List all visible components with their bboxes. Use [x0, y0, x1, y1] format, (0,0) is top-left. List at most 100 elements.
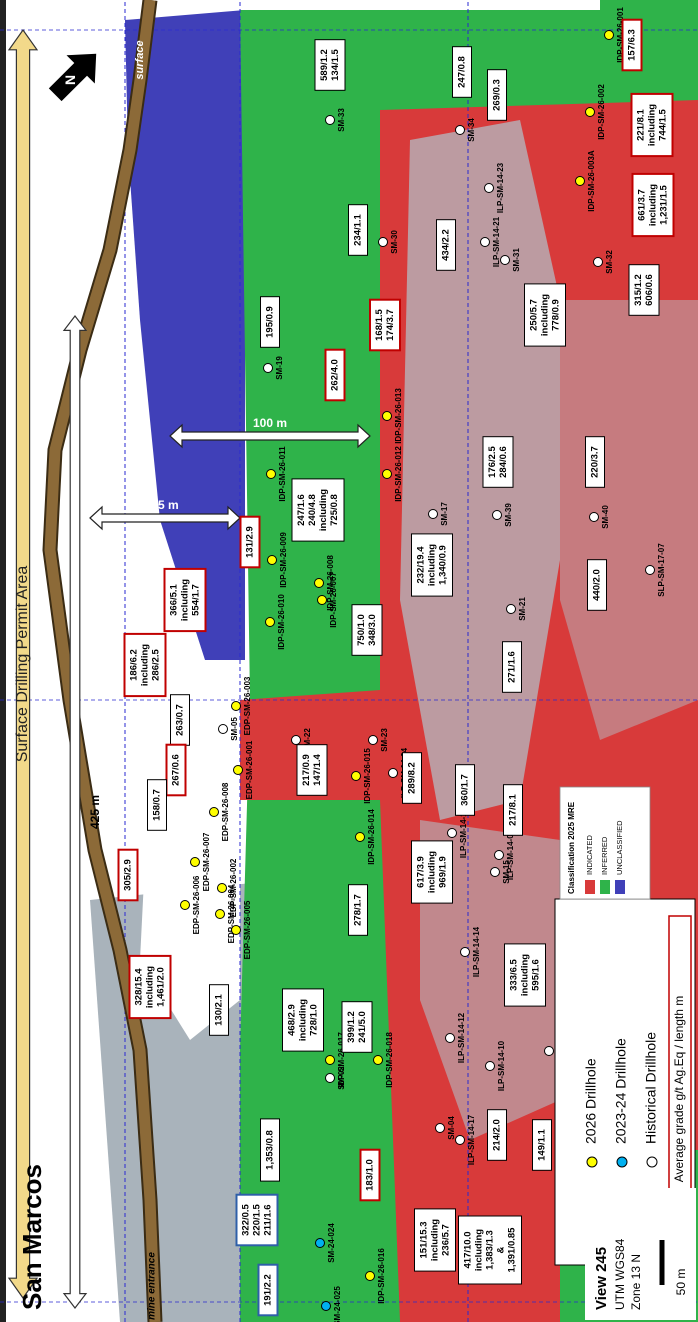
- grade-text: including: [427, 851, 438, 893]
- grade-box: [487, 69, 507, 121]
- drillhole: [455, 125, 465, 135]
- grade-box: [411, 533, 453, 597]
- drillhole: [209, 807, 219, 817]
- grade-text: 440/2.0: [592, 569, 603, 601]
- drillhole: [267, 555, 277, 565]
- drillhole: [494, 850, 504, 860]
- grade-text: 174/3.7: [385, 309, 396, 341]
- grade-text: 131/2.9: [245, 526, 256, 558]
- grade-text: 236/5.7: [441, 1224, 452, 1256]
- grade-text: 269/0.3: [492, 79, 503, 111]
- classification-label: INFERRED: [600, 836, 609, 875]
- scale-label: 50 m: [674, 1269, 688, 1296]
- drillhole-label: ILP-SM-14-03: [506, 829, 515, 880]
- drillhole: [484, 183, 494, 193]
- dimension-label: 100 m: [253, 416, 287, 430]
- grade-text: 247/0.8: [457, 56, 468, 88]
- grade-text: 328/15.4: [134, 968, 145, 1006]
- grade-text: 360/1.7: [460, 774, 471, 806]
- grade-text: 305/2.9: [123, 859, 134, 891]
- grade-text: including: [540, 294, 551, 336]
- grade-text: 217/0.9: [301, 754, 312, 786]
- grade-text: 176/2.5: [487, 445, 498, 477]
- drillhole-label: EDP-SM-26-008: [221, 782, 230, 841]
- grade-text: 267/0.6: [171, 754, 182, 786]
- map-title: San Marcos: [17, 1164, 47, 1310]
- drillhole-label: EDP-SM-26-006: [192, 875, 201, 934]
- grade-text: 399/1.2: [346, 1011, 357, 1043]
- drillhole-label: EDP-SM-26-005: [243, 900, 252, 959]
- grade-box: [260, 1118, 280, 1182]
- drillhole-label: IDP-SM-26-009: [279, 532, 288, 588]
- drillhole: [317, 595, 327, 605]
- drillhole-label: SM-24-024: [327, 1223, 336, 1263]
- drillhole: [231, 925, 241, 935]
- grade-text: 1,340/0.9: [438, 545, 449, 585]
- grade-box: [524, 283, 566, 347]
- grade-text: 606/0.6: [644, 274, 655, 306]
- drillhole-label: ILP-SM-14-17: [467, 1114, 476, 1165]
- grade-box: [436, 219, 456, 271]
- grade-box: [348, 884, 368, 936]
- drillhole-label: ILP-SM-14-15: [459, 807, 468, 858]
- grey-workings: [560, 300, 698, 740]
- drillhole-label: ILP-SM-14-14: [472, 926, 481, 977]
- grade-text: 247/1.6: [296, 494, 307, 526]
- grade-box: [351, 604, 383, 656]
- drillhole: [435, 1123, 445, 1133]
- grade-box: [296, 744, 328, 796]
- drillhole-label: SM-31: [512, 248, 521, 272]
- drillhole: [593, 257, 603, 267]
- drillhole: [492, 510, 502, 520]
- drillhole-label: SM-39: [504, 503, 513, 527]
- grade-box: [414, 1208, 456, 1272]
- classification-swatch: [585, 880, 595, 894]
- grade-box: [455, 764, 475, 816]
- drillhole: [490, 867, 500, 877]
- drillhole-label: EDP-SM-26-007: [202, 832, 211, 891]
- grade-text: 241/5.0: [357, 1011, 368, 1043]
- drillhole: [460, 947, 470, 957]
- drillhole: [445, 1033, 455, 1043]
- grade-text: 417/10.0: [463, 1232, 474, 1269]
- drillhole: [355, 832, 365, 842]
- grade-box: [163, 567, 207, 633]
- drillhole: [190, 857, 200, 867]
- grade-text: 434/2.2: [441, 229, 452, 261]
- drillhole: [231, 701, 241, 711]
- grade-box: [324, 348, 346, 402]
- grade-text: 157/6.3: [627, 29, 638, 61]
- grade-text: 1,353/0.8: [265, 1130, 276, 1170]
- grade-text: 211/1.6: [263, 1204, 274, 1235]
- drillhole-label: SM-19: [275, 356, 284, 380]
- drillhole: [382, 469, 392, 479]
- grade-text: 186/6.2: [129, 649, 140, 681]
- grade-box: [504, 943, 546, 1007]
- grade-text: 617/3.9: [416, 856, 427, 888]
- grade-text: 168/1.5: [374, 308, 385, 340]
- legend-marker: [616, 1156, 628, 1168]
- grade-box: [147, 779, 167, 831]
- drillhole-label: IDP-SM-26-002: [597, 84, 606, 140]
- grade-text: 271/1.6: [507, 651, 518, 683]
- classification-label: UNCLASSIFIED: [615, 820, 624, 875]
- grade-text: 333/6.5: [509, 958, 520, 990]
- grade-text: 191/2.2: [263, 1274, 274, 1306]
- drillhole-label: IDP-SM-26-013: [394, 388, 403, 444]
- grade-box: [532, 1119, 552, 1171]
- view-zone: Zone 13 N: [629, 1254, 643, 1310]
- drillhole: [485, 1061, 495, 1071]
- drillhole-label: EDP-SM-26-003: [243, 676, 252, 735]
- drillhole-label: ILP-SM-14-23: [496, 162, 505, 213]
- grade-text: 221/8.1: [636, 108, 647, 140]
- drillhole-label: ILP-SM-14-12: [457, 1012, 466, 1063]
- drillhole: [544, 1046, 554, 1056]
- grade-text: 214/2.0: [492, 1119, 503, 1151]
- grade-box: [282, 988, 324, 1052]
- classification-label: INDICATED: [585, 835, 594, 875]
- drillhole: [263, 363, 273, 373]
- drillhole-label: SM-22: [303, 728, 312, 752]
